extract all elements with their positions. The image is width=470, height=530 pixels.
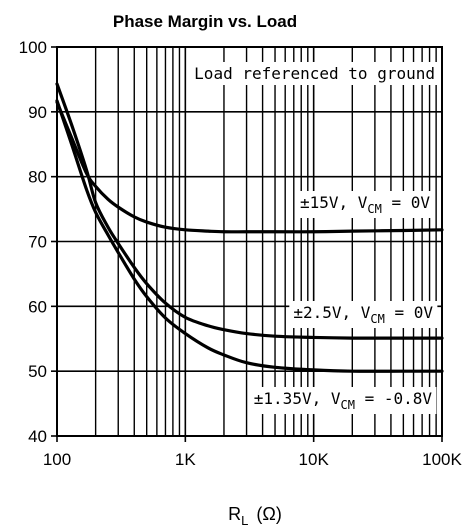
annotation-background xyxy=(190,62,439,85)
x-tick-label: 100 xyxy=(43,450,71,469)
x-axis-label-unit: (Ω) xyxy=(256,504,281,524)
annotation-background xyxy=(295,191,435,218)
chart-title: Phase Margin vs. Load xyxy=(113,12,297,31)
x-tick-label: 1K xyxy=(175,450,196,469)
y-tick-labels: 40 50 60 70 80 90 100 xyxy=(19,38,47,446)
annotation-text: ±1.35V, VCM = -0.8V xyxy=(254,389,433,412)
annotation-note: Load referenced to ground xyxy=(190,62,439,85)
x-axis-label-main: R xyxy=(228,504,241,524)
annotation-subscript: CM xyxy=(340,398,354,412)
series-line-s15 xyxy=(55,100,444,234)
annotation-segment: = 0V xyxy=(382,193,431,212)
x-axis-label: RL (Ω) xyxy=(228,504,282,528)
annotation-subscript: CM xyxy=(367,202,381,216)
y-tick-label: 90 xyxy=(28,103,47,122)
plot-frame xyxy=(56,46,443,437)
y-tick-label: 40 xyxy=(28,427,47,446)
annotation-s135: ±1.35V, VCM = -0.8V xyxy=(249,387,437,414)
annotation-segment: ±1.35V, V xyxy=(254,389,341,408)
annotation-text: ±2.5V, VCM = 0V xyxy=(293,303,433,326)
series-line-s25 xyxy=(55,82,444,340)
y-tick-label: 70 xyxy=(28,233,47,252)
annotations: Load referenced to ground±15V, VCM = 0V±… xyxy=(190,62,439,414)
x-tick-label: 10K xyxy=(299,450,330,469)
annotation-segment: ±2.5V, V xyxy=(293,303,370,322)
annotation-segment: = 0V xyxy=(385,303,434,322)
series-lines xyxy=(55,82,444,373)
x-axis-label-sub: L xyxy=(241,513,248,528)
plot-border xyxy=(56,46,443,437)
y-tick-label: 60 xyxy=(28,297,47,316)
y-tick-label: 50 xyxy=(28,362,47,381)
annotation-s15: ±15V, VCM = 0V xyxy=(295,191,435,218)
annotation-text: Load referenced to ground xyxy=(194,64,435,83)
annotation-segment: = -0.8V xyxy=(355,389,432,408)
annotation-text: ±15V, VCM = 0V xyxy=(300,193,430,216)
y-tick-label: 100 xyxy=(19,38,47,57)
annotation-subscript: CM xyxy=(370,312,384,326)
annotation-segment: ±15V, V xyxy=(300,193,368,212)
annotation-background xyxy=(249,387,437,414)
annotation-s25: ±2.5V, VCM = 0V xyxy=(289,301,438,328)
series-line-s135 xyxy=(55,99,444,373)
annotation-background xyxy=(289,301,438,328)
y-tick-label: 80 xyxy=(28,168,47,187)
x-tick-labels: 100 1K 10K 100K xyxy=(43,450,463,469)
x-tick-label: 100K xyxy=(422,450,462,469)
